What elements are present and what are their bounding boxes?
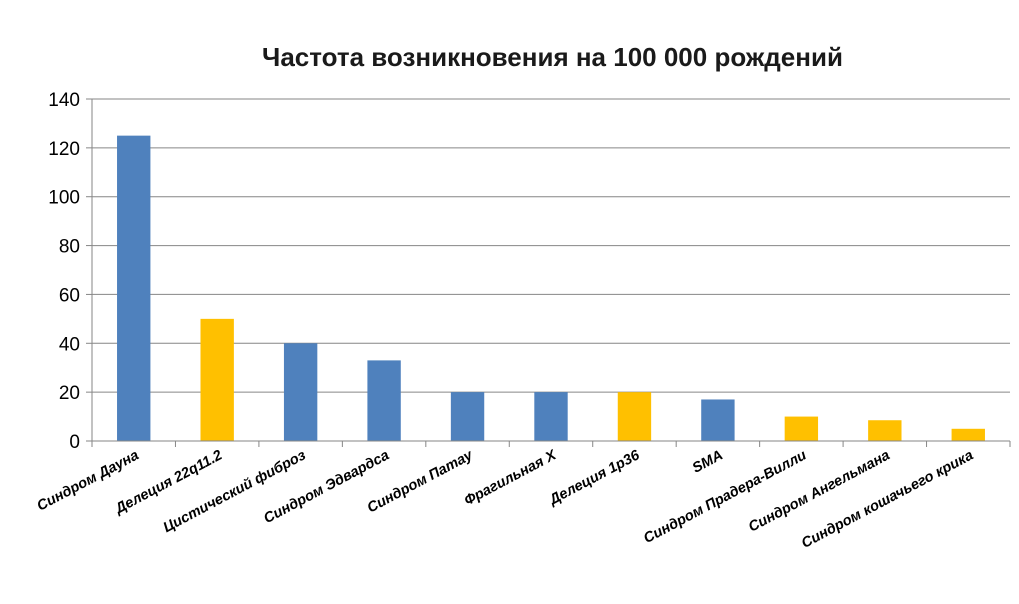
bar (701, 399, 735, 441)
y-tick-label: 40 (59, 334, 80, 355)
bar (868, 420, 902, 441)
bar (367, 360, 401, 441)
axes (86, 98, 1011, 447)
y-tick-label: 100 (48, 188, 80, 209)
y-tick-label: 140 (48, 90, 80, 111)
x-tick-label: Фрагильная X (462, 447, 560, 509)
x-tick-label: Синдром Прадера-Вилли (641, 447, 809, 547)
bar (784, 416, 819, 441)
x-tick-label: Цистический фиброз (161, 447, 309, 536)
y-tick-label: 20 (59, 383, 80, 404)
bar (200, 318, 234, 441)
y-tick-label: 0 (69, 432, 80, 453)
x-tick-label: SMA (690, 447, 726, 476)
y-tick-label: 120 (48, 139, 80, 160)
x-tick-label: Делеция 1p36 (545, 447, 643, 509)
bar (117, 135, 151, 441)
gridlines (92, 98, 1010, 393)
x-tick-label: Синдром Ангельмана (746, 447, 893, 535)
bar (951, 428, 985, 441)
bar (534, 392, 568, 441)
bar (617, 392, 652, 441)
chart-title: Частота возникновения на 100 000 рождени… (262, 42, 843, 72)
y-tick-label: 60 (59, 285, 80, 306)
bar (283, 343, 318, 441)
y-tick-label: 80 (59, 237, 80, 258)
y-axis-ticks: 0 20 40 60 80 100 120 140 (48, 90, 80, 453)
bars (117, 135, 985, 441)
bar (450, 392, 485, 441)
